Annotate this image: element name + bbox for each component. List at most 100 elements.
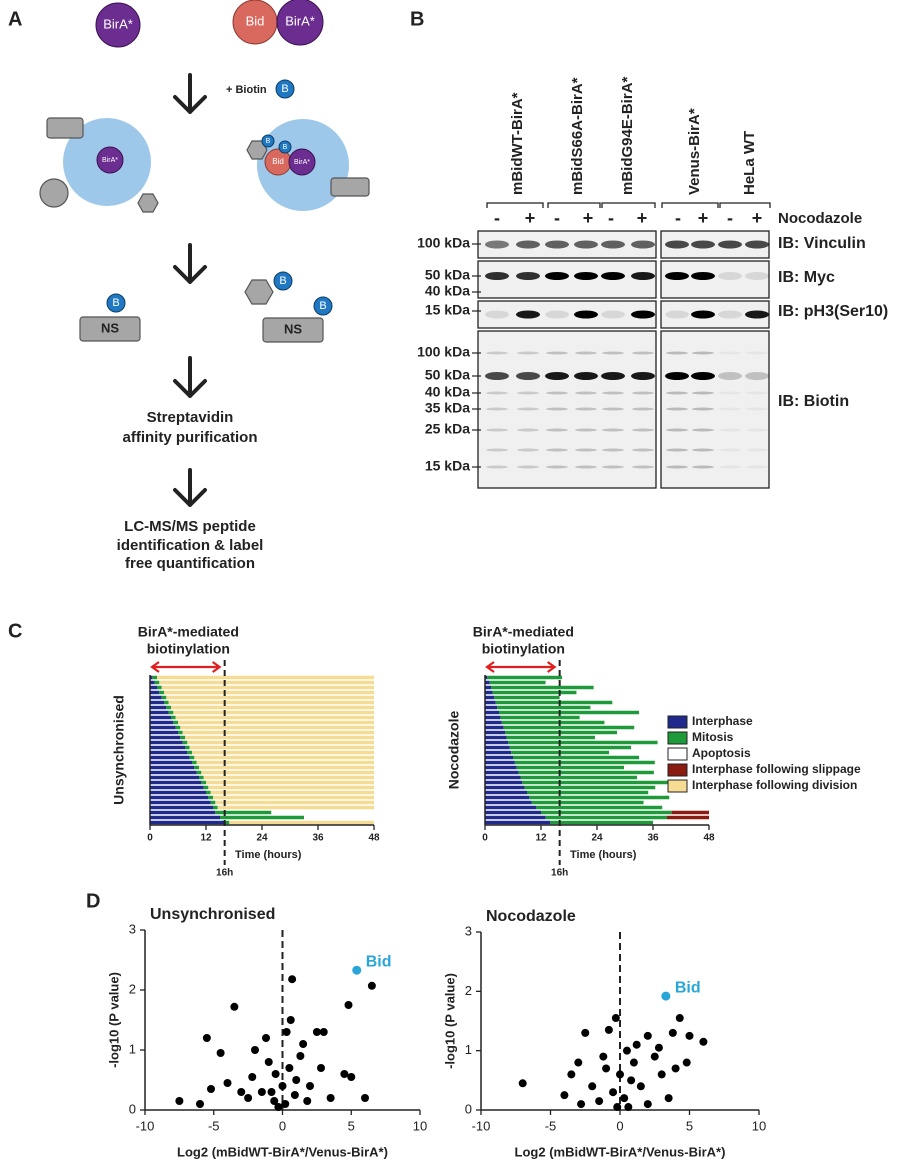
segment [485,685,492,690]
band [719,391,741,395]
step-text: free quantification [125,555,255,572]
segment [168,700,374,705]
segment [166,705,171,710]
bira-circle [96,146,124,174]
band [517,407,539,411]
point [278,1082,287,1090]
point [281,1100,290,1108]
band [486,407,508,411]
point [288,975,297,984]
point [599,1052,608,1061]
biotin-circle [106,293,126,313]
legend-swatch [667,731,688,745]
point [624,1103,633,1112]
segment [175,715,374,720]
y-axis-label: -log10 (P value) [106,972,121,1068]
point [274,1103,283,1111]
point [609,1088,618,1097]
step-text: identification & label [117,537,264,554]
segment [208,785,374,790]
point [574,1058,583,1067]
legend-label: Interphase following division [692,778,857,792]
segment [639,710,709,715]
segment [150,695,162,700]
segment [495,700,613,705]
segment [150,805,213,810]
band [691,240,715,249]
segment [485,805,537,810]
band [665,372,689,380]
point [518,1079,527,1088]
segment [550,820,653,825]
band [665,272,689,280]
x-tick-label: 12 [535,833,547,844]
band [666,407,688,411]
segment [506,735,596,740]
segment [669,795,709,800]
segment [516,765,625,770]
segment [503,725,635,730]
band [546,391,568,395]
segment [192,760,197,765]
lane-bracket [486,202,544,208]
point [202,1034,211,1042]
segment [485,780,523,785]
band [631,272,655,280]
segment [485,725,504,730]
point [627,1076,636,1085]
legend-label: Mitosis [692,730,734,744]
band [575,351,597,355]
kda-label: 40 kDa [425,384,470,400]
segment [485,715,501,720]
segment [203,775,374,780]
y-tick-label: 3 [465,923,472,938]
treatment-sign: + [525,208,536,228]
segment [206,780,374,785]
band [517,428,539,432]
kda-label: 25 kDa [425,421,470,437]
segment [150,810,216,815]
segment [485,735,507,740]
segment [150,815,220,820]
segment [514,760,655,765]
lane-label: mBidWT-BirA* [509,92,526,195]
kda-label: 15 kDa [425,302,470,318]
biotin-circle [273,271,293,291]
segment [662,805,709,810]
y-tick-label: 1 [129,1041,136,1056]
x-tick-label: -10 [136,1118,155,1133]
legend-label: Interphase following slippage [692,762,861,776]
point [629,1058,638,1067]
x-axis-label: Time (hours) [570,849,637,861]
point [620,1094,629,1103]
window-arrow [150,661,222,673]
segment [196,770,202,775]
segment [213,795,374,800]
segment [671,810,709,815]
segment [217,805,374,810]
x-tick-label: 0 [279,1118,286,1133]
point [344,1001,353,1009]
segment [201,780,206,785]
band [666,448,688,452]
bira-text: BirA* [102,157,118,164]
x-tick-label: 0 [147,833,153,844]
band [746,448,768,452]
segment [304,815,374,820]
segment [224,820,230,825]
band [745,240,769,249]
annotation: BirA*-mediated [473,624,574,640]
segment [150,745,185,750]
y-tick-label: 2 [465,983,472,998]
point [367,981,376,990]
segment [485,820,551,825]
band [692,448,714,452]
blot-label: IB: Myc [778,269,835,286]
segment [187,740,374,745]
panel-label: A [8,8,22,30]
legend-label: Apoptosis [692,746,751,760]
point [285,1064,294,1072]
band [632,391,654,395]
point [264,1058,273,1066]
point [303,1097,312,1105]
